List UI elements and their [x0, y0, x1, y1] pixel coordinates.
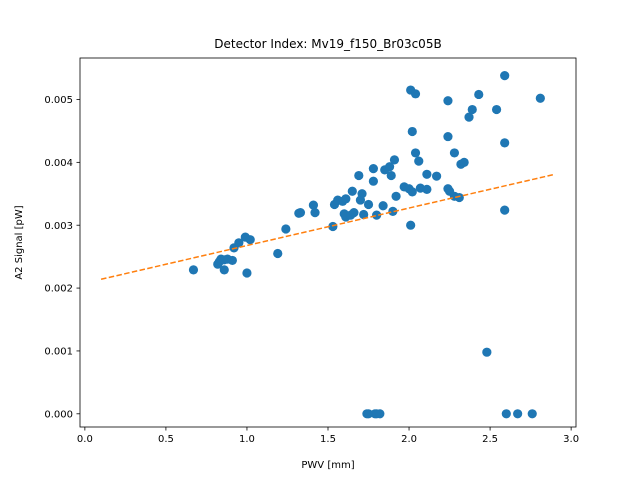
fit-line [100, 173, 556, 281]
data-point [414, 156, 424, 166]
data-point [422, 169, 432, 179]
data-point [368, 164, 378, 174]
data-point [388, 206, 398, 216]
data-point [491, 104, 502, 115]
data-point [357, 189, 367, 199]
x-tick-label: 2.5 [482, 434, 498, 445]
data-point [245, 235, 255, 245]
data-point [535, 93, 545, 103]
data-point [459, 157, 469, 167]
data-point [482, 347, 492, 357]
data-point [407, 187, 417, 197]
data-point [349, 208, 359, 218]
x-tick-label: 2.0 [401, 434, 417, 445]
data-point [368, 176, 378, 186]
data-point [363, 199, 374, 210]
chart-title: Detector Index: Mv19_f150_Br03c05B [214, 37, 441, 51]
data-point [500, 205, 510, 215]
data-point [188, 265, 199, 275]
y-tick-label: 0.004 [44, 158, 73, 169]
data-point [474, 89, 484, 100]
data-point [410, 89, 421, 99]
data-point [328, 221, 338, 232]
y-tick-label: 0.003 [44, 221, 73, 232]
y-tick-label: 0.000 [44, 409, 73, 420]
x-axis-label: PWV [mm] [301, 460, 354, 471]
data-point [219, 265, 229, 275]
data-point [281, 224, 291, 234]
data-point [443, 131, 453, 142]
y-tick-label: 0.001 [44, 347, 73, 358]
data-point [422, 184, 432, 194]
y-axis-ticks: 0.000 0.001 0.002 0.003 0.004 0.005 [44, 95, 80, 420]
y-tick-label: 0.005 [44, 95, 73, 106]
x-tick-label: 1.0 [239, 434, 255, 445]
data-point [234, 238, 244, 248]
data-point [406, 220, 416, 230]
data-point [341, 194, 351, 204]
data-point [432, 171, 442, 181]
y-tick-label: 0.002 [44, 284, 73, 295]
data-point [310, 208, 320, 218]
data-point [500, 138, 510, 148]
x-tick-label: 1.5 [320, 434, 336, 445]
data-point [372, 210, 382, 220]
data-point [384, 162, 395, 172]
x-tick-label: 0.5 [158, 434, 174, 445]
data-point [467, 104, 477, 115]
y-axis-label: A2 Signal [pW] [14, 205, 25, 279]
data-point [500, 71, 510, 81]
data-point [391, 191, 401, 201]
data-point [464, 112, 474, 122]
x-tick-label: 0.0 [77, 434, 93, 445]
data-point [407, 126, 417, 137]
data-point [354, 170, 364, 181]
x-tick-label: 3.0 [563, 434, 579, 445]
data-point [347, 186, 357, 196]
data-point [242, 268, 252, 278]
data-point [449, 148, 460, 158]
data-point [454, 192, 464, 203]
data-point [363, 409, 374, 419]
data-point [389, 155, 400, 165]
data-point [386, 170, 396, 181]
data-point [273, 248, 283, 259]
data-point [513, 409, 523, 419]
data-point [378, 201, 388, 211]
data-point [227, 255, 237, 266]
data-points [188, 71, 545, 419]
data-point [501, 409, 511, 419]
data-point [295, 208, 306, 218]
data-point [375, 409, 385, 419]
data-point [443, 96, 453, 106]
data-point [359, 209, 369, 220]
data-point [410, 148, 421, 158]
data-point [527, 409, 537, 419]
data-point [308, 200, 319, 210]
fit-line-layer [100, 173, 556, 281]
x-axis-ticks: 0.0 0.5 1.0 1.5 2.0 2.5 3.0 [77, 427, 579, 445]
